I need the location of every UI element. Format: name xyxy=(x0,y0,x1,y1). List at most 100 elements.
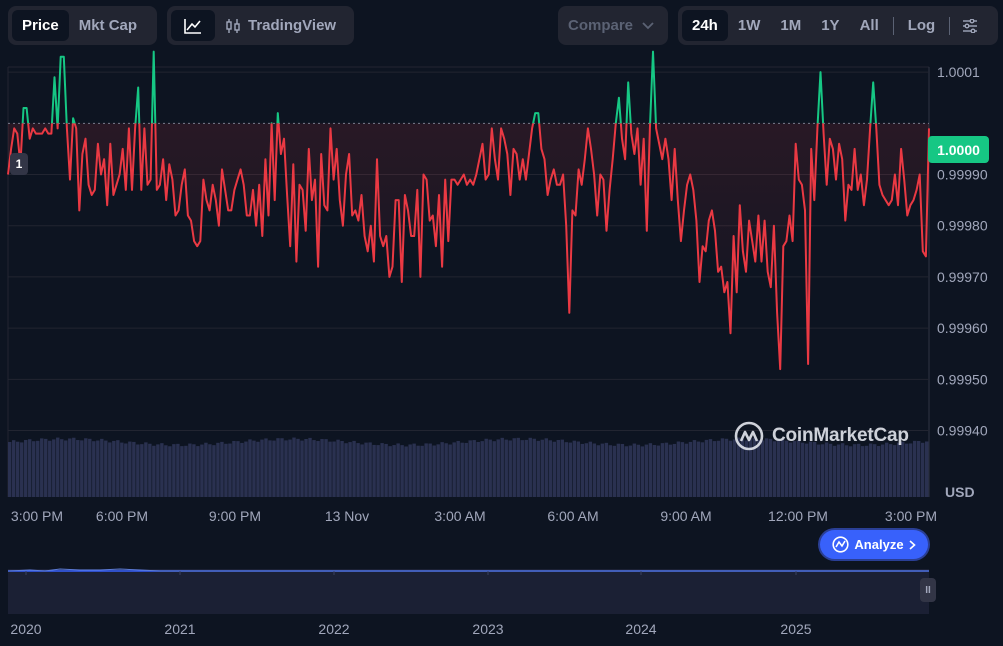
volume-bar xyxy=(360,444,364,497)
volume-bar xyxy=(548,440,552,497)
metric-toggle: Price Mkt Cap xyxy=(8,6,157,45)
analyze-label: Analyze xyxy=(854,537,904,552)
volume-bar xyxy=(420,445,424,497)
volume-bar xyxy=(12,440,16,497)
volume-bar xyxy=(40,438,44,497)
volume-bar xyxy=(140,444,144,497)
log-scale-button[interactable]: Log xyxy=(907,17,936,34)
volume-bar xyxy=(536,440,540,497)
tradingview-button[interactable]: TradingView xyxy=(215,10,346,41)
volume-bar xyxy=(684,443,689,497)
volume-bar xyxy=(204,442,208,497)
volume-bar xyxy=(392,445,396,497)
volume-bar xyxy=(200,444,204,497)
baseline-marker: 1 xyxy=(10,153,28,175)
volume-bar xyxy=(560,439,565,497)
x-tick-label: 6:00 PM xyxy=(96,508,148,524)
price-line-below-baseline xyxy=(7,123,930,371)
analyze-button[interactable]: Analyze xyxy=(820,530,928,559)
navigator-year-label: 2020 xyxy=(10,621,41,637)
range-1w[interactable]: 1W xyxy=(737,17,761,34)
volume-bar xyxy=(88,438,92,497)
volume-bar xyxy=(572,440,577,497)
volume-bar xyxy=(212,445,216,497)
volume-bar xyxy=(844,445,849,497)
range-1y[interactable]: 1Y xyxy=(821,17,840,34)
volume-bar xyxy=(796,440,801,497)
volume-bar xyxy=(876,446,881,497)
volume-bar xyxy=(456,440,460,497)
volume-bar xyxy=(312,440,316,497)
range-1m[interactable]: 1M xyxy=(780,17,802,34)
volume-bar xyxy=(412,443,416,497)
volume-bar xyxy=(752,437,757,497)
volume-bar xyxy=(532,438,536,497)
volume-bar xyxy=(912,440,917,497)
volume-bar xyxy=(112,440,116,497)
navigator-year-label: 2024 xyxy=(625,621,656,637)
volume-bar xyxy=(644,444,649,497)
volume-bar xyxy=(648,443,653,497)
range-all[interactable]: All xyxy=(859,17,879,34)
volume-bar xyxy=(824,442,829,497)
volume-bar xyxy=(708,439,713,497)
volume-bar xyxy=(700,442,705,497)
volume-bar xyxy=(664,442,669,497)
volume-bar xyxy=(772,441,777,497)
volume-bar xyxy=(692,440,697,497)
chevron-right-icon xyxy=(909,539,916,550)
volume-bar xyxy=(592,443,597,497)
volume-bar xyxy=(236,441,240,497)
volume-bar xyxy=(816,444,821,497)
volume-bar xyxy=(144,442,148,497)
watermark-text: CoinMarketCap xyxy=(772,425,909,446)
volume-bar xyxy=(896,442,901,497)
volume-bar xyxy=(624,446,629,497)
volume-bar xyxy=(724,438,729,497)
mkt-cap-tab[interactable]: Mkt Cap xyxy=(78,17,138,34)
volume-bar xyxy=(228,443,232,497)
navigator-year-label: 2023 xyxy=(472,621,503,637)
price-area-fill xyxy=(8,123,929,370)
volume-bar xyxy=(688,441,693,497)
volume-bar xyxy=(916,440,921,497)
volume-bar xyxy=(812,442,817,497)
volume-bar xyxy=(528,437,532,497)
volume-bar xyxy=(620,443,625,497)
volume-bar xyxy=(132,441,136,497)
volume-bar xyxy=(52,439,56,497)
volume-bar xyxy=(764,438,769,497)
volume-bar xyxy=(276,438,280,497)
volume-bar xyxy=(80,440,84,497)
range-24h[interactable]: 24h xyxy=(682,10,728,41)
y-tick-label: 0.99970 xyxy=(937,269,988,285)
volume-bar xyxy=(368,442,372,497)
settings-button[interactable] xyxy=(954,10,986,41)
volume-bar xyxy=(704,439,709,497)
volume-bar xyxy=(668,444,673,497)
volume-bar xyxy=(296,438,300,497)
line-chart-button[interactable] xyxy=(171,10,215,41)
price-tab[interactable]: Price xyxy=(12,10,69,41)
compare-dropdown[interactable]: Compare xyxy=(558,6,668,45)
volume-bar xyxy=(152,445,156,497)
volume-bar xyxy=(120,442,124,497)
volume-bar xyxy=(92,441,96,497)
volume-bar xyxy=(96,440,100,497)
volume-bar xyxy=(108,442,112,497)
volume-bar xyxy=(584,443,589,497)
volume-bar xyxy=(460,442,464,497)
navigator-handle[interactable]: II xyxy=(920,578,936,602)
volume-bar xyxy=(468,440,472,497)
volume-bar xyxy=(720,438,725,497)
volume-bar xyxy=(492,441,496,497)
volume-bar xyxy=(416,445,420,497)
volume-bar xyxy=(404,446,408,497)
volume-bar xyxy=(696,441,701,497)
volume-bar xyxy=(24,439,28,497)
volume-bar xyxy=(800,442,805,497)
volume-bar xyxy=(84,438,88,497)
y-tick-label: 1.0001 xyxy=(937,64,980,80)
range-navigator[interactable]: 2020 2021 2022 2023 2024 2025 xyxy=(7,568,929,637)
